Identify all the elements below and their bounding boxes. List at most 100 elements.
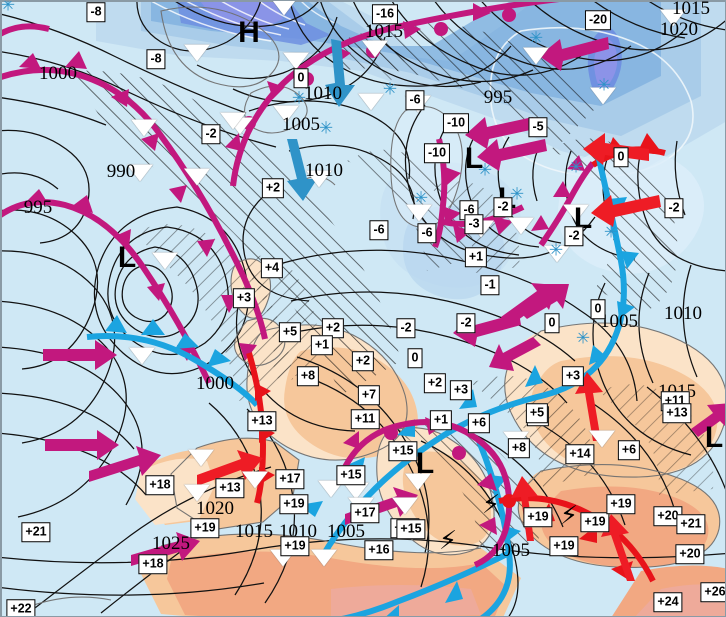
temperature-label-17: -2 — [493, 197, 513, 217]
wind-arrow-magenta-9 — [465, 117, 535, 149]
temperature-label-63: +19 — [580, 512, 610, 532]
temperature-label-34: +11 — [350, 409, 380, 429]
wind-arrow-magenta-13 — [489, 337, 541, 371]
shower-icon-22 — [188, 449, 214, 467]
temperature-label-12: +2 — [261, 178, 285, 198]
thunderstorm-icon-0: ⚡ — [481, 490, 501, 520]
shower-icon-0 — [131, 119, 157, 137]
shower-icon-8 — [184, 168, 210, 186]
temperature-label-46: +18 — [145, 475, 175, 495]
snowflake-icon-0: ✳ — [291, 88, 307, 109]
temperature-label-52: +19 — [279, 494, 309, 514]
temperature-label-10: 0 — [613, 147, 629, 167]
temperature-label-36: +3 — [449, 380, 473, 400]
snowflake-icon-11: ✳ — [548, 240, 564, 261]
wind-arrow-magenta-1 — [43, 340, 117, 370]
shower-icon-3 — [362, 40, 388, 58]
temperature-label-0: -8 — [86, 2, 106, 22]
shower-icon-13 — [184, 44, 210, 62]
snowflake-icon-4: ✳ — [596, 75, 612, 96]
temperature-label-20: -1 — [480, 275, 500, 295]
low-east-edge: L — [704, 421, 724, 454]
wind-arrows — [43, 37, 725, 581]
temperature-label-71: +5 — [525, 403, 549, 423]
temperature-label-57: +16 — [364, 540, 394, 560]
temperature-label-13: -6 — [369, 220, 389, 240]
isobar-label-16: 1015 — [235, 521, 273, 542]
temperature-label-37: +3 — [561, 366, 585, 386]
temperature-label-53: +15 — [336, 465, 366, 485]
temperature-label-8: -20 — [584, 10, 612, 30]
snowflake-icon-1: ✳ — [318, 118, 334, 139]
shower-icon-21 — [129, 347, 155, 365]
shower-icon-27 — [311, 549, 337, 567]
occluded-front-russia — [531, 155, 596, 247]
shower-icon-7 — [127, 164, 153, 182]
isobar-label-1: 990 — [106, 161, 136, 182]
isobar-label-13: 1015 — [672, 0, 710, 19]
isobar-label-14: 1020 — [196, 498, 234, 519]
shower-icon-12 — [283, 52, 309, 70]
temperature-label-48: +18 — [138, 554, 168, 574]
isobar-label-11: 1010 — [664, 303, 702, 324]
shower-icon-1 — [152, 252, 178, 270]
shower-icon-15 — [523, 47, 549, 65]
shower-icon-31 — [544, 245, 570, 263]
temperature-label-33: +7 — [357, 385, 381, 405]
temperature-label-58: +19 — [280, 536, 310, 556]
temperature-label-45: +13 — [215, 478, 245, 498]
isobar-label-6: 1005 — [282, 114, 320, 135]
low-atlantic: L — [117, 241, 137, 274]
temperature-label-6: -10 — [442, 113, 470, 133]
thunderstorm-icon-1: ⚡ — [559, 501, 579, 531]
thunderstorm-icon-2: ⚡ — [438, 526, 458, 556]
temperature-label-19: +1 — [464, 247, 488, 267]
isobar-label-3: 1000 — [196, 373, 234, 394]
temperature-label-22: +3 — [232, 288, 256, 308]
temperature-label-1: -8 — [146, 49, 166, 69]
low-finland: L — [464, 142, 484, 175]
temperature-label-64: +19 — [549, 536, 579, 556]
shower-icon-30 — [589, 430, 615, 448]
temperature-label-59: +15 — [396, 519, 426, 539]
cold-front-mediterranean — [341, 439, 521, 616]
temperature-label-16: -3 — [464, 214, 484, 234]
isobar-label-10: 1005 — [600, 311, 638, 332]
temperature-label-5: -6 — [405, 90, 425, 110]
isobar-label-19: 1005 — [492, 540, 530, 561]
snowflake-icon-9: ✳ — [568, 157, 584, 178]
wind-arrow-magenta-11 — [519, 284, 569, 319]
temperature-label-66: +20 — [653, 506, 683, 526]
isobar-label-5: 1010 — [304, 83, 342, 104]
temperature-label-39: +6 — [467, 413, 491, 433]
temperature-label-61: +6 — [617, 440, 641, 460]
occluded-front-balkans — [342, 417, 513, 568]
shower-icon-32 — [184, 484, 210, 502]
temperature-label-62: +19 — [523, 507, 553, 527]
isobar-label-15: 1025 — [152, 533, 190, 554]
temperature-label-27: -2 — [396, 318, 416, 338]
snowflake-icon-7: ✳ — [509, 184, 525, 205]
shower-icon-18 — [508, 217, 534, 235]
temperature-label-11: -2 — [664, 198, 684, 218]
temperature-label-26: +2 — [351, 351, 375, 371]
temperature-label-50: +22 — [6, 599, 36, 616]
temperature-label-70: +26 — [700, 582, 725, 602]
temperature-label-41: +8 — [507, 438, 531, 458]
temperature-label-35: +2 — [423, 373, 447, 393]
shower-icon-24 — [343, 482, 369, 500]
shower-icon-20 — [406, 204, 432, 222]
cold-front-atlantic — [86, 315, 260, 408]
low-balkans: L — [415, 447, 435, 480]
wind-arrow-magenta-2 — [45, 430, 119, 460]
isobar-label-9: 1020 — [660, 19, 698, 40]
wind-arrow-red-5 — [591, 195, 661, 227]
temperature-label-23: +5 — [278, 322, 302, 342]
shower-icon-6 — [220, 112, 246, 130]
temperature-label-30: 0 — [544, 313, 560, 333]
wind-arrow-magenta-8 — [539, 37, 609, 71]
snowflake-icon-12: ✳ — [413, 188, 429, 209]
temperature-label-43: +13 — [662, 403, 692, 423]
temperature-label-7: -10 — [423, 143, 451, 163]
